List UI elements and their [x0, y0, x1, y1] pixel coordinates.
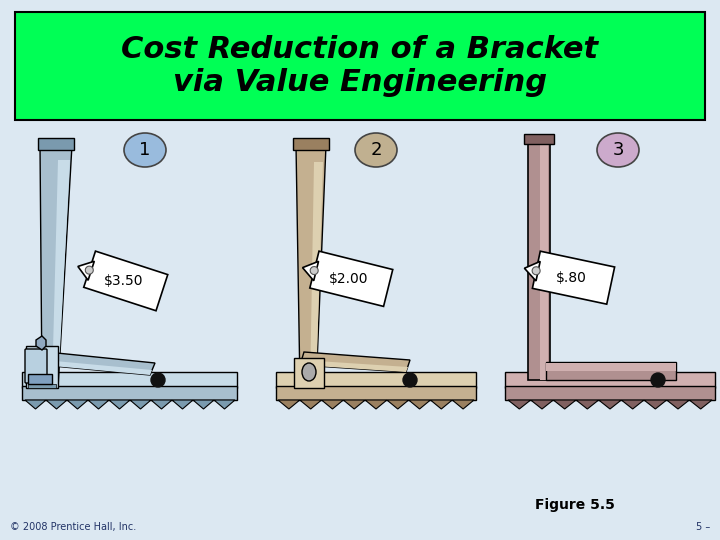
FancyBboxPatch shape — [532, 251, 615, 304]
Polygon shape — [431, 400, 452, 409]
Text: 2: 2 — [370, 141, 382, 159]
Polygon shape — [644, 400, 667, 409]
FancyBboxPatch shape — [293, 138, 329, 150]
Text: Cost Reduction of a Bracket
via Value Engineering: Cost Reduction of a Bracket via Value En… — [122, 35, 598, 97]
FancyBboxPatch shape — [546, 362, 676, 380]
FancyBboxPatch shape — [546, 363, 676, 371]
Polygon shape — [322, 400, 343, 409]
Polygon shape — [42, 352, 155, 375]
Polygon shape — [278, 400, 300, 409]
Polygon shape — [36, 336, 46, 350]
FancyBboxPatch shape — [505, 386, 715, 400]
Polygon shape — [598, 400, 621, 409]
Polygon shape — [25, 400, 46, 409]
FancyBboxPatch shape — [28, 384, 56, 388]
Polygon shape — [46, 400, 67, 409]
FancyBboxPatch shape — [84, 251, 168, 310]
Polygon shape — [193, 400, 214, 409]
Polygon shape — [452, 400, 474, 409]
Circle shape — [85, 266, 94, 274]
Circle shape — [310, 267, 318, 274]
Circle shape — [151, 373, 165, 387]
Text: 5 –: 5 – — [696, 522, 710, 532]
Polygon shape — [554, 400, 576, 409]
FancyBboxPatch shape — [540, 140, 548, 380]
Ellipse shape — [597, 133, 639, 167]
Polygon shape — [689, 400, 712, 409]
Polygon shape — [42, 360, 152, 375]
FancyBboxPatch shape — [28, 374, 52, 384]
Text: $3.50: $3.50 — [104, 274, 143, 288]
Polygon shape — [67, 400, 88, 409]
Polygon shape — [524, 261, 540, 281]
Polygon shape — [409, 400, 431, 409]
Polygon shape — [300, 400, 322, 409]
Text: 3: 3 — [612, 141, 624, 159]
Polygon shape — [531, 400, 554, 409]
Ellipse shape — [124, 133, 166, 167]
Ellipse shape — [302, 363, 316, 381]
Circle shape — [651, 373, 665, 387]
Polygon shape — [300, 352, 410, 372]
FancyBboxPatch shape — [505, 372, 715, 388]
Polygon shape — [78, 261, 94, 280]
Polygon shape — [343, 400, 365, 409]
Polygon shape — [109, 400, 130, 409]
Polygon shape — [88, 400, 109, 409]
Polygon shape — [130, 400, 151, 409]
Polygon shape — [52, 160, 70, 388]
Polygon shape — [310, 162, 323, 388]
Polygon shape — [214, 400, 235, 409]
Polygon shape — [40, 145, 72, 388]
Text: $2.00: $2.00 — [329, 272, 369, 286]
Text: $.80: $.80 — [556, 271, 587, 285]
Polygon shape — [576, 400, 598, 409]
Polygon shape — [296, 145, 326, 388]
FancyBboxPatch shape — [38, 138, 74, 150]
FancyBboxPatch shape — [310, 251, 392, 306]
FancyBboxPatch shape — [294, 358, 324, 388]
Polygon shape — [365, 400, 387, 409]
Polygon shape — [667, 400, 689, 409]
Text: 1: 1 — [139, 141, 150, 159]
Ellipse shape — [355, 133, 397, 167]
Polygon shape — [172, 400, 193, 409]
Circle shape — [532, 267, 540, 275]
Polygon shape — [508, 400, 531, 409]
FancyBboxPatch shape — [528, 140, 550, 380]
FancyBboxPatch shape — [524, 134, 554, 144]
FancyBboxPatch shape — [276, 386, 476, 400]
Polygon shape — [387, 400, 409, 409]
Polygon shape — [302, 261, 318, 281]
Polygon shape — [300, 360, 408, 372]
FancyBboxPatch shape — [25, 349, 47, 383]
Text: © 2008 Prentice Hall, Inc.: © 2008 Prentice Hall, Inc. — [10, 522, 136, 532]
FancyBboxPatch shape — [276, 372, 476, 388]
FancyBboxPatch shape — [15, 12, 705, 120]
FancyBboxPatch shape — [26, 346, 58, 388]
FancyBboxPatch shape — [22, 386, 237, 400]
Polygon shape — [621, 400, 644, 409]
FancyBboxPatch shape — [22, 372, 237, 388]
Circle shape — [403, 373, 417, 387]
Polygon shape — [151, 400, 172, 409]
Text: Figure 5.5: Figure 5.5 — [535, 498, 615, 512]
